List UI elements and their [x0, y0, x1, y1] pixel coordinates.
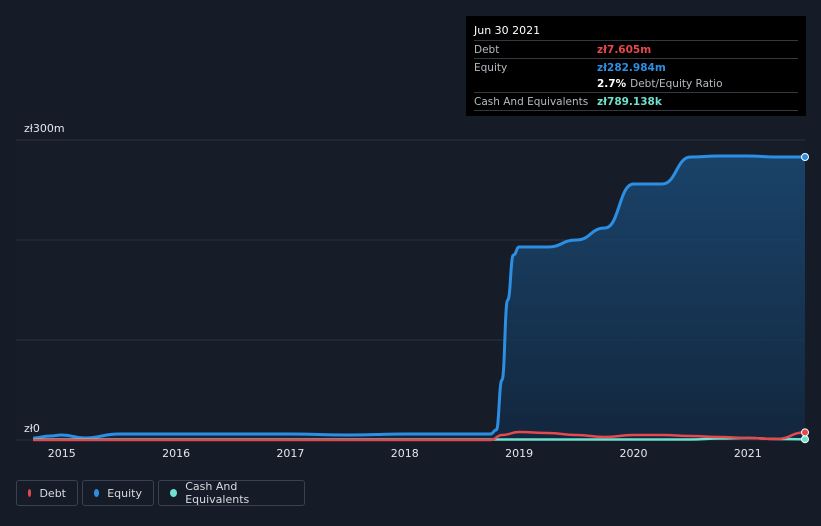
- equity-endpoint: [801, 153, 809, 161]
- legend-debt-label: Debt: [39, 486, 66, 500]
- tooltip-cash-value: zł789.138k: [597, 95, 662, 108]
- tooltip-debt-row: Debt zł7.605m: [474, 40, 798, 58]
- legend-cash-label: Cash And Equivalents: [185, 480, 250, 506]
- tooltip-debt-label: Debt: [474, 43, 500, 56]
- tooltip-equity-value: zł282.984m: [597, 61, 666, 74]
- legend: Debt Equity Cash And Equivalents: [16, 480, 305, 506]
- debt-endpoint: [801, 428, 809, 437]
- tooltip-divider: [474, 110, 798, 111]
- tooltip-cash-label: Cash And Equivalents: [474, 95, 589, 108]
- legend-cash-dot-icon: [170, 489, 178, 497]
- tooltip-ratio-value: 2.7%: [597, 78, 627, 90]
- x-tick-label-2017: 2017: [276, 447, 304, 460]
- x-tick-label-2018: 2018: [391, 447, 419, 460]
- equity-area: [33, 156, 805, 440]
- tooltip-debt-value: zł7.605m: [597, 43, 652, 56]
- x-tick-label-2019: 2019: [505, 447, 533, 460]
- tooltip-cash-row: Cash And Equivalents zł789.138k: [474, 92, 798, 110]
- legend-equity[interactable]: Equity: [82, 480, 154, 506]
- tooltip-equity-label: Equity: [474, 61, 508, 74]
- x-tick-label-2020: 2020: [619, 447, 647, 460]
- equity-line: [33, 154, 805, 440]
- legend-debt[interactable]: Debt: [16, 480, 78, 506]
- x-tick-label-2021: 2021: [734, 447, 762, 460]
- x-tick-label-2015: 2015: [48, 447, 76, 460]
- debt-line: [33, 430, 806, 442]
- tooltip-ratio-label: Debt/Equity Ratio: [630, 78, 723, 90]
- cash-and-equivalents-endpoint: [801, 435, 809, 444]
- y-axis-bottom-label: zł0: [24, 422, 40, 435]
- legend-equity-dot-icon: [94, 489, 100, 497]
- y-axis-top-label: zł300m: [24, 122, 65, 135]
- legend-debt-dot-icon: [28, 489, 32, 497]
- tooltip-equity-row: Equity zł282.984m: [474, 58, 798, 76]
- tooltip-date: Jun 30 2021: [474, 24, 541, 37]
- tooltip-ratio-row: 2.7% Debt/Equity Ratio: [474, 76, 798, 92]
- x-tick-label-2016: 2016: [162, 447, 190, 460]
- tooltip-panel: Jun 30 2021 Debt zł7.605m Equity zł282.9…: [466, 16, 806, 116]
- legend-cash[interactable]: Cash And Equivalents: [158, 480, 305, 506]
- legend-equity-label: Equity: [107, 486, 142, 500]
